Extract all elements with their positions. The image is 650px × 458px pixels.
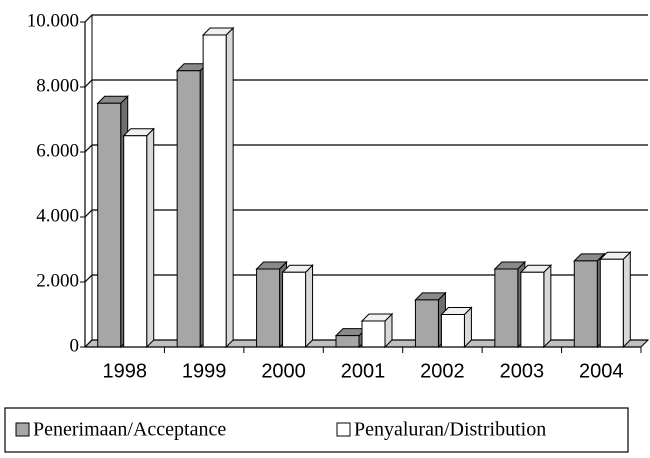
bar-front bbox=[97, 102, 122, 348]
x-tick-label: 2004 bbox=[579, 360, 624, 382]
bar-side bbox=[622, 251, 631, 349]
bar-front bbox=[361, 320, 386, 348]
bar-front bbox=[494, 268, 519, 348]
bar-front bbox=[123, 135, 148, 348]
x-tick-label: 1998 bbox=[102, 360, 147, 382]
bar-front bbox=[176, 70, 201, 348]
legend-swatch bbox=[336, 422, 351, 437]
bar bbox=[122, 127, 155, 349]
y-tick-label: 8.000 bbox=[36, 75, 79, 96]
bar-front bbox=[282, 271, 307, 348]
y-tick-label: 0 bbox=[70, 335, 80, 356]
bar-front bbox=[599, 258, 624, 348]
grid-line bbox=[84, 209, 648, 218]
bar bbox=[281, 264, 314, 349]
grid-line bbox=[84, 14, 648, 23]
y-tick-label: 2.000 bbox=[36, 270, 79, 291]
legend-box bbox=[4, 407, 629, 453]
bar-front bbox=[440, 314, 465, 348]
bar-front bbox=[256, 268, 281, 348]
grid-line bbox=[84, 274, 648, 283]
legend-label: Penerimaan/Acceptance bbox=[33, 419, 226, 441]
bar-side bbox=[146, 127, 155, 349]
grid-line bbox=[84, 79, 648, 88]
legend-label: Penyaluran/Distribution bbox=[354, 419, 546, 441]
y-tick-label: 4.000 bbox=[36, 205, 79, 226]
bar-front bbox=[520, 271, 545, 348]
bar-front bbox=[202, 34, 227, 348]
bar-front bbox=[335, 335, 360, 348]
x-tick-label: 2003 bbox=[500, 360, 545, 382]
bar-front bbox=[414, 299, 439, 348]
bar-side bbox=[225, 26, 234, 349]
bar-side bbox=[543, 264, 552, 349]
bar bbox=[360, 312, 394, 349]
x-tick-label: 2001 bbox=[341, 360, 386, 382]
grid-line bbox=[84, 144, 648, 153]
x-tick-label: 2002 bbox=[420, 360, 465, 382]
bar-front bbox=[573, 260, 598, 348]
legend-swatch bbox=[15, 422, 30, 437]
x-tick-label: 2000 bbox=[261, 360, 306, 382]
bar bbox=[201, 26, 235, 349]
bar-side bbox=[305, 264, 314, 349]
bar bbox=[440, 306, 473, 349]
bar bbox=[96, 95, 129, 349]
bar bbox=[519, 264, 553, 349]
y-tick-label: 6.000 bbox=[36, 140, 79, 161]
bar bbox=[599, 251, 632, 349]
y-tick-label: 10.000 bbox=[27, 10, 79, 31]
x-tick-label: 1999 bbox=[182, 360, 227, 382]
